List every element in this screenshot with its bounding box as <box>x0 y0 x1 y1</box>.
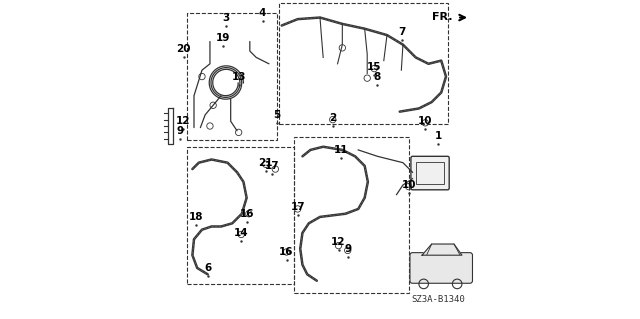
Text: 15: 15 <box>367 62 381 72</box>
Text: 12: 12 <box>332 237 346 248</box>
Text: 16: 16 <box>239 209 254 219</box>
Text: 10: 10 <box>401 180 416 190</box>
Polygon shape <box>422 244 462 255</box>
Text: 3: 3 <box>222 12 230 23</box>
Bar <box>187 13 277 140</box>
Text: 20: 20 <box>177 44 191 55</box>
Text: 11: 11 <box>334 145 348 155</box>
Text: 16: 16 <box>279 247 294 257</box>
Text: 10: 10 <box>418 116 433 126</box>
Text: 7: 7 <box>399 27 406 37</box>
Text: 5: 5 <box>273 110 280 120</box>
Text: 18: 18 <box>188 212 203 222</box>
Text: 17: 17 <box>291 202 305 212</box>
Text: 21: 21 <box>259 158 273 168</box>
Text: 1: 1 <box>435 130 442 141</box>
Text: 12: 12 <box>175 116 190 126</box>
Bar <box>294 137 410 293</box>
Text: 8: 8 <box>374 71 381 82</box>
Text: 9: 9 <box>344 244 351 254</box>
Bar <box>278 3 447 124</box>
FancyBboxPatch shape <box>411 156 449 190</box>
Text: 19: 19 <box>216 33 230 43</box>
FancyBboxPatch shape <box>410 253 472 283</box>
Text: 13: 13 <box>232 71 246 82</box>
Text: 17: 17 <box>265 161 280 171</box>
Text: 6: 6 <box>204 263 211 273</box>
Bar <box>187 147 294 284</box>
Text: 9: 9 <box>176 126 183 136</box>
Text: SZ3A-B1340: SZ3A-B1340 <box>411 295 465 304</box>
Text: 2: 2 <box>329 113 337 123</box>
Text: FR.: FR. <box>432 11 452 22</box>
Text: 14: 14 <box>234 228 248 238</box>
Text: 4: 4 <box>259 8 266 18</box>
Bar <box>416 162 444 184</box>
